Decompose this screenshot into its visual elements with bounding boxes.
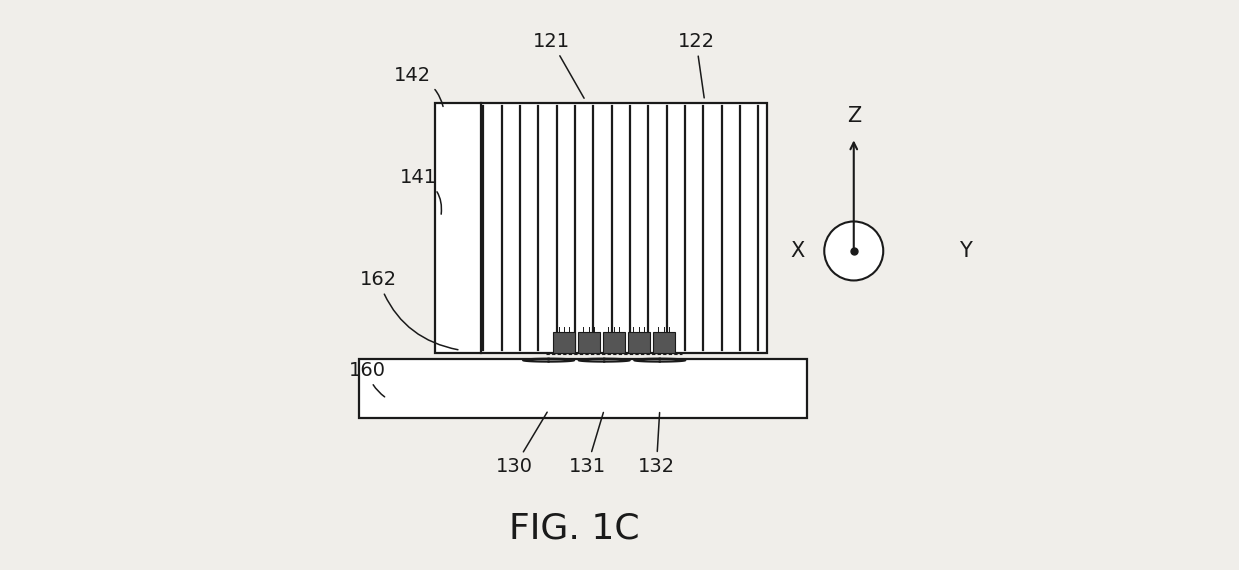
Bar (603, 332, 624, 353)
Bar (579, 332, 600, 353)
Bar (628, 332, 649, 353)
Text: 141: 141 (399, 168, 441, 214)
Bar (653, 332, 674, 353)
Bar (435, 104, 767, 353)
Text: 121: 121 (533, 31, 584, 98)
Text: Z: Z (846, 106, 861, 126)
Text: 132: 132 (638, 413, 675, 476)
Text: 130: 130 (496, 412, 548, 476)
Circle shape (824, 222, 883, 280)
Text: 122: 122 (678, 31, 715, 98)
Text: 131: 131 (569, 413, 606, 476)
Text: Y: Y (959, 241, 971, 261)
Text: X: X (790, 241, 804, 261)
Text: 142: 142 (394, 66, 444, 107)
Text: 160: 160 (348, 361, 385, 397)
Bar (358, 359, 807, 418)
Text: FIG. 1C: FIG. 1C (509, 512, 639, 546)
Bar (553, 332, 575, 353)
Text: 162: 162 (359, 270, 458, 350)
